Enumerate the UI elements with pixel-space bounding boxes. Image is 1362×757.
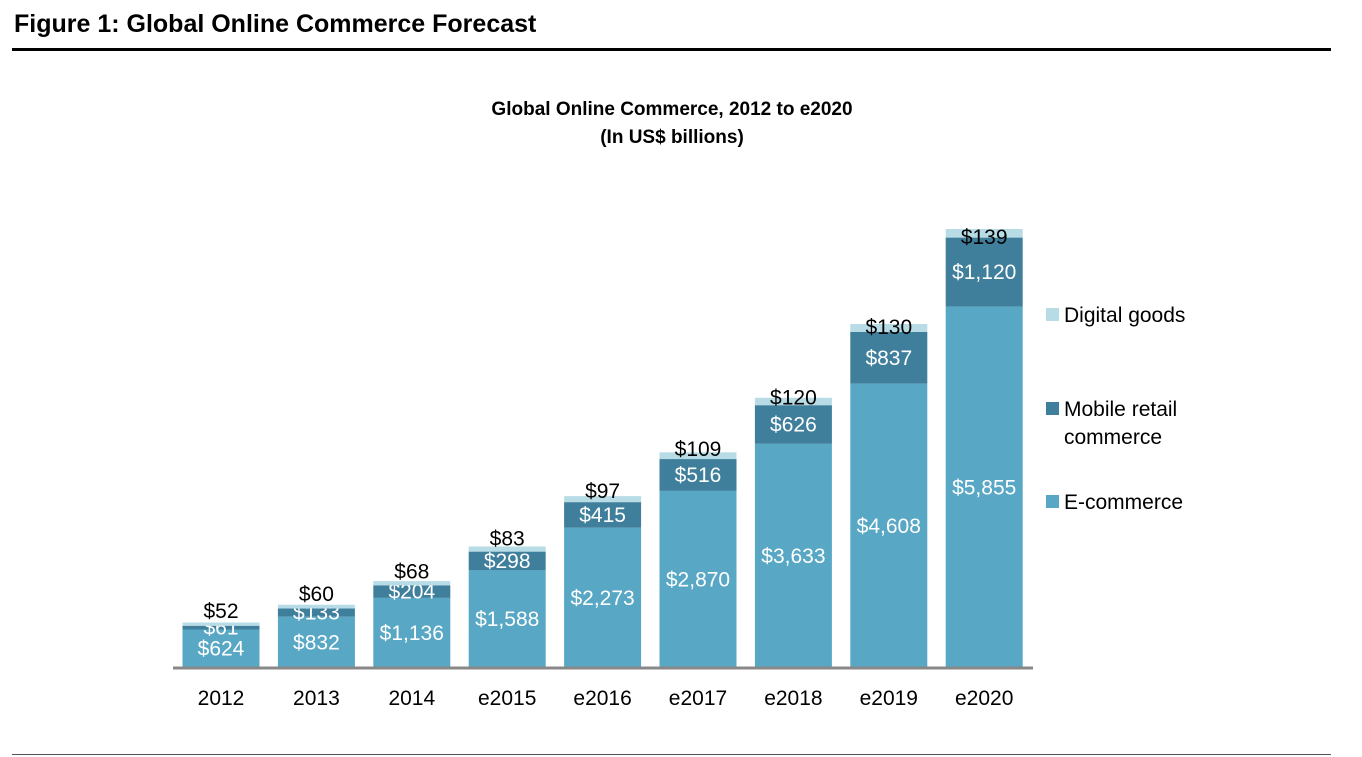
bar-segment-e-commerce [468, 570, 546, 668]
data-label: $516 [675, 464, 722, 487]
data-label: $1,136 [380, 622, 444, 645]
bar-segment-e-commerce [373, 597, 451, 668]
data-label: $61 [203, 617, 238, 640]
bar-segment-e-commerce [277, 616, 355, 668]
data-label: $1,120 [952, 261, 1016, 284]
bar-segment-digital-goods [564, 496, 642, 503]
x-tick-label: e2020 [955, 687, 1013, 710]
bar-segment-e-commerce [182, 629, 260, 668]
bar-segment-mobile-retail-commerce [754, 405, 832, 444]
x-tick-label: e2017 [669, 687, 727, 710]
data-label: $139 [961, 226, 1008, 249]
data-label: $2,870 [666, 568, 730, 591]
bar-segment-mobile-retail-commerce [659, 459, 737, 491]
bar-segment-digital-goods [182, 622, 260, 626]
data-label: $97 [585, 480, 620, 503]
data-label: $624 [198, 638, 245, 661]
data-label: $83 [490, 528, 525, 551]
chart-title: Global Online Commerce, 2012 to e2020 [491, 99, 852, 120]
bar-segment-e-commerce [945, 306, 1023, 668]
legend-label: Digital goods [1064, 304, 1185, 327]
data-label: $109 [675, 438, 722, 461]
bar-segment-mobile-retail-commerce [945, 237, 1023, 307]
bottom-rule [12, 754, 1331, 755]
legend-label: commerce [1064, 426, 1162, 449]
bar-segment-mobile-retail-commerce [564, 502, 642, 528]
data-label: $4,608 [857, 515, 921, 538]
data-label: $204 [388, 581, 435, 604]
bar-segment-e-commerce [754, 443, 832, 668]
x-tick-label: e2015 [478, 687, 536, 710]
top-rule [12, 48, 1331, 51]
data-label: $68 [394, 560, 429, 583]
figure-title: Figure 1: Global Online Commerce Forecas… [14, 10, 537, 38]
x-tick-label: 2013 [293, 687, 340, 710]
data-label: $1,588 [475, 608, 539, 631]
data-label: $120 [770, 386, 817, 409]
data-label: $52 [203, 600, 238, 623]
bar-segment-mobile-retail-commerce [277, 608, 355, 617]
data-label: $3,633 [761, 545, 825, 568]
x-tick-label: e2018 [764, 687, 822, 710]
data-label: $2,273 [570, 587, 634, 610]
bar-segment-e-commerce [564, 527, 642, 668]
x-tick-label: e2016 [573, 687, 631, 710]
bar-segment-mobile-retail-commerce [182, 625, 260, 630]
bar-segment-digital-goods [277, 604, 355, 609]
bar-segment-digital-goods [373, 581, 451, 586]
bar-segment-digital-goods [754, 397, 832, 406]
x-tick-label: 2012 [198, 687, 245, 710]
legend-swatch [1046, 495, 1059, 508]
bar-segment-digital-goods [659, 452, 737, 460]
chart-subtitle: (In US$ billions) [600, 127, 744, 148]
bar-segment-digital-goods [850, 323, 928, 332]
data-label: $837 [865, 347, 912, 370]
data-label: $415 [579, 504, 626, 527]
bar-segment-e-commerce [659, 490, 737, 668]
x-tick-label: 2014 [388, 687, 435, 710]
data-label: $298 [484, 550, 531, 573]
legend-label: E-commerce [1064, 491, 1183, 514]
x-tick-label: e2019 [860, 687, 918, 710]
data-label: $626 [770, 413, 817, 436]
data-label: $832 [293, 631, 340, 654]
bar-segment-mobile-retail-commerce [850, 331, 928, 384]
bar-segment-digital-goods [945, 229, 1023, 238]
data-label: $60 [299, 583, 334, 606]
bar-segment-digital-goods [468, 546, 546, 552]
bar-segment-e-commerce [850, 383, 928, 668]
legend-swatch [1046, 402, 1059, 415]
data-label: $130 [865, 316, 912, 339]
data-label: $5,855 [952, 476, 1016, 499]
legend-swatch [1046, 308, 1059, 321]
bar-segment-mobile-retail-commerce [373, 585, 451, 598]
bar-segment-mobile-retail-commerce [468, 551, 546, 571]
legend-label: Mobile retail [1064, 398, 1177, 421]
